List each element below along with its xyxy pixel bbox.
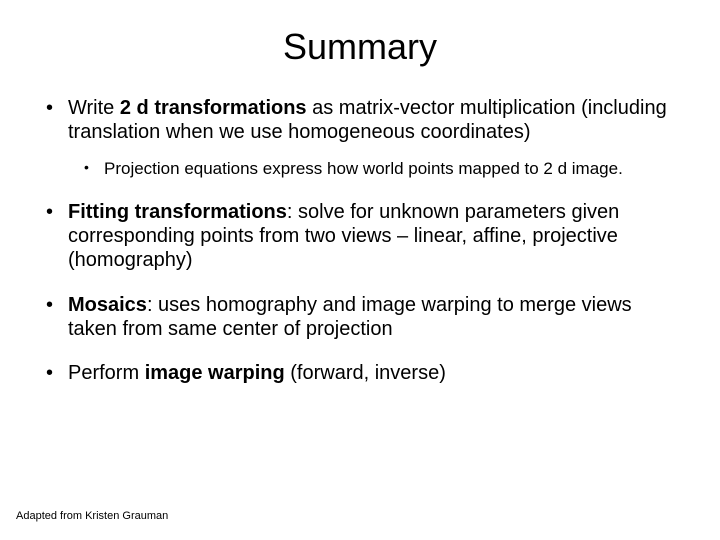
bullet-item: Write 2 d transformations as matrix-vect… xyxy=(40,96,680,180)
sub-bullet-item: Projection equations express how world p… xyxy=(68,159,680,180)
bullet-item: Perform image warping (forward, inverse) xyxy=(40,361,680,385)
slide: Summary Write 2 d transformations as mat… xyxy=(0,0,720,540)
bullet-text-pre: Perform xyxy=(68,362,145,384)
bullet-text-pre: Write xyxy=(68,97,120,119)
bullet-text-bold: Mosaics xyxy=(68,294,147,316)
sub-bullet-list: Projection equations express how world p… xyxy=(68,159,680,180)
bullet-item: Fitting transformations: solve for unkno… xyxy=(40,200,680,273)
bullet-text-post: : uses homography and image warping to m… xyxy=(68,294,632,340)
bullet-item: Mosaics: uses homography and image warpi… xyxy=(40,293,680,342)
bullet-list: Write 2 d transformations as matrix-vect… xyxy=(40,96,680,386)
bullet-text-bold: 2 d transformations xyxy=(120,97,307,119)
sub-bullet-text: Projection equations express how world p… xyxy=(104,159,623,178)
bullet-text-bold: image warping xyxy=(145,362,285,384)
footer-attribution: Adapted from Kristen Grauman xyxy=(16,510,168,522)
bullet-text-bold: Fitting transformations xyxy=(68,201,287,223)
slide-title: Summary xyxy=(40,26,680,68)
bullet-text-post: (forward, inverse) xyxy=(285,362,446,384)
